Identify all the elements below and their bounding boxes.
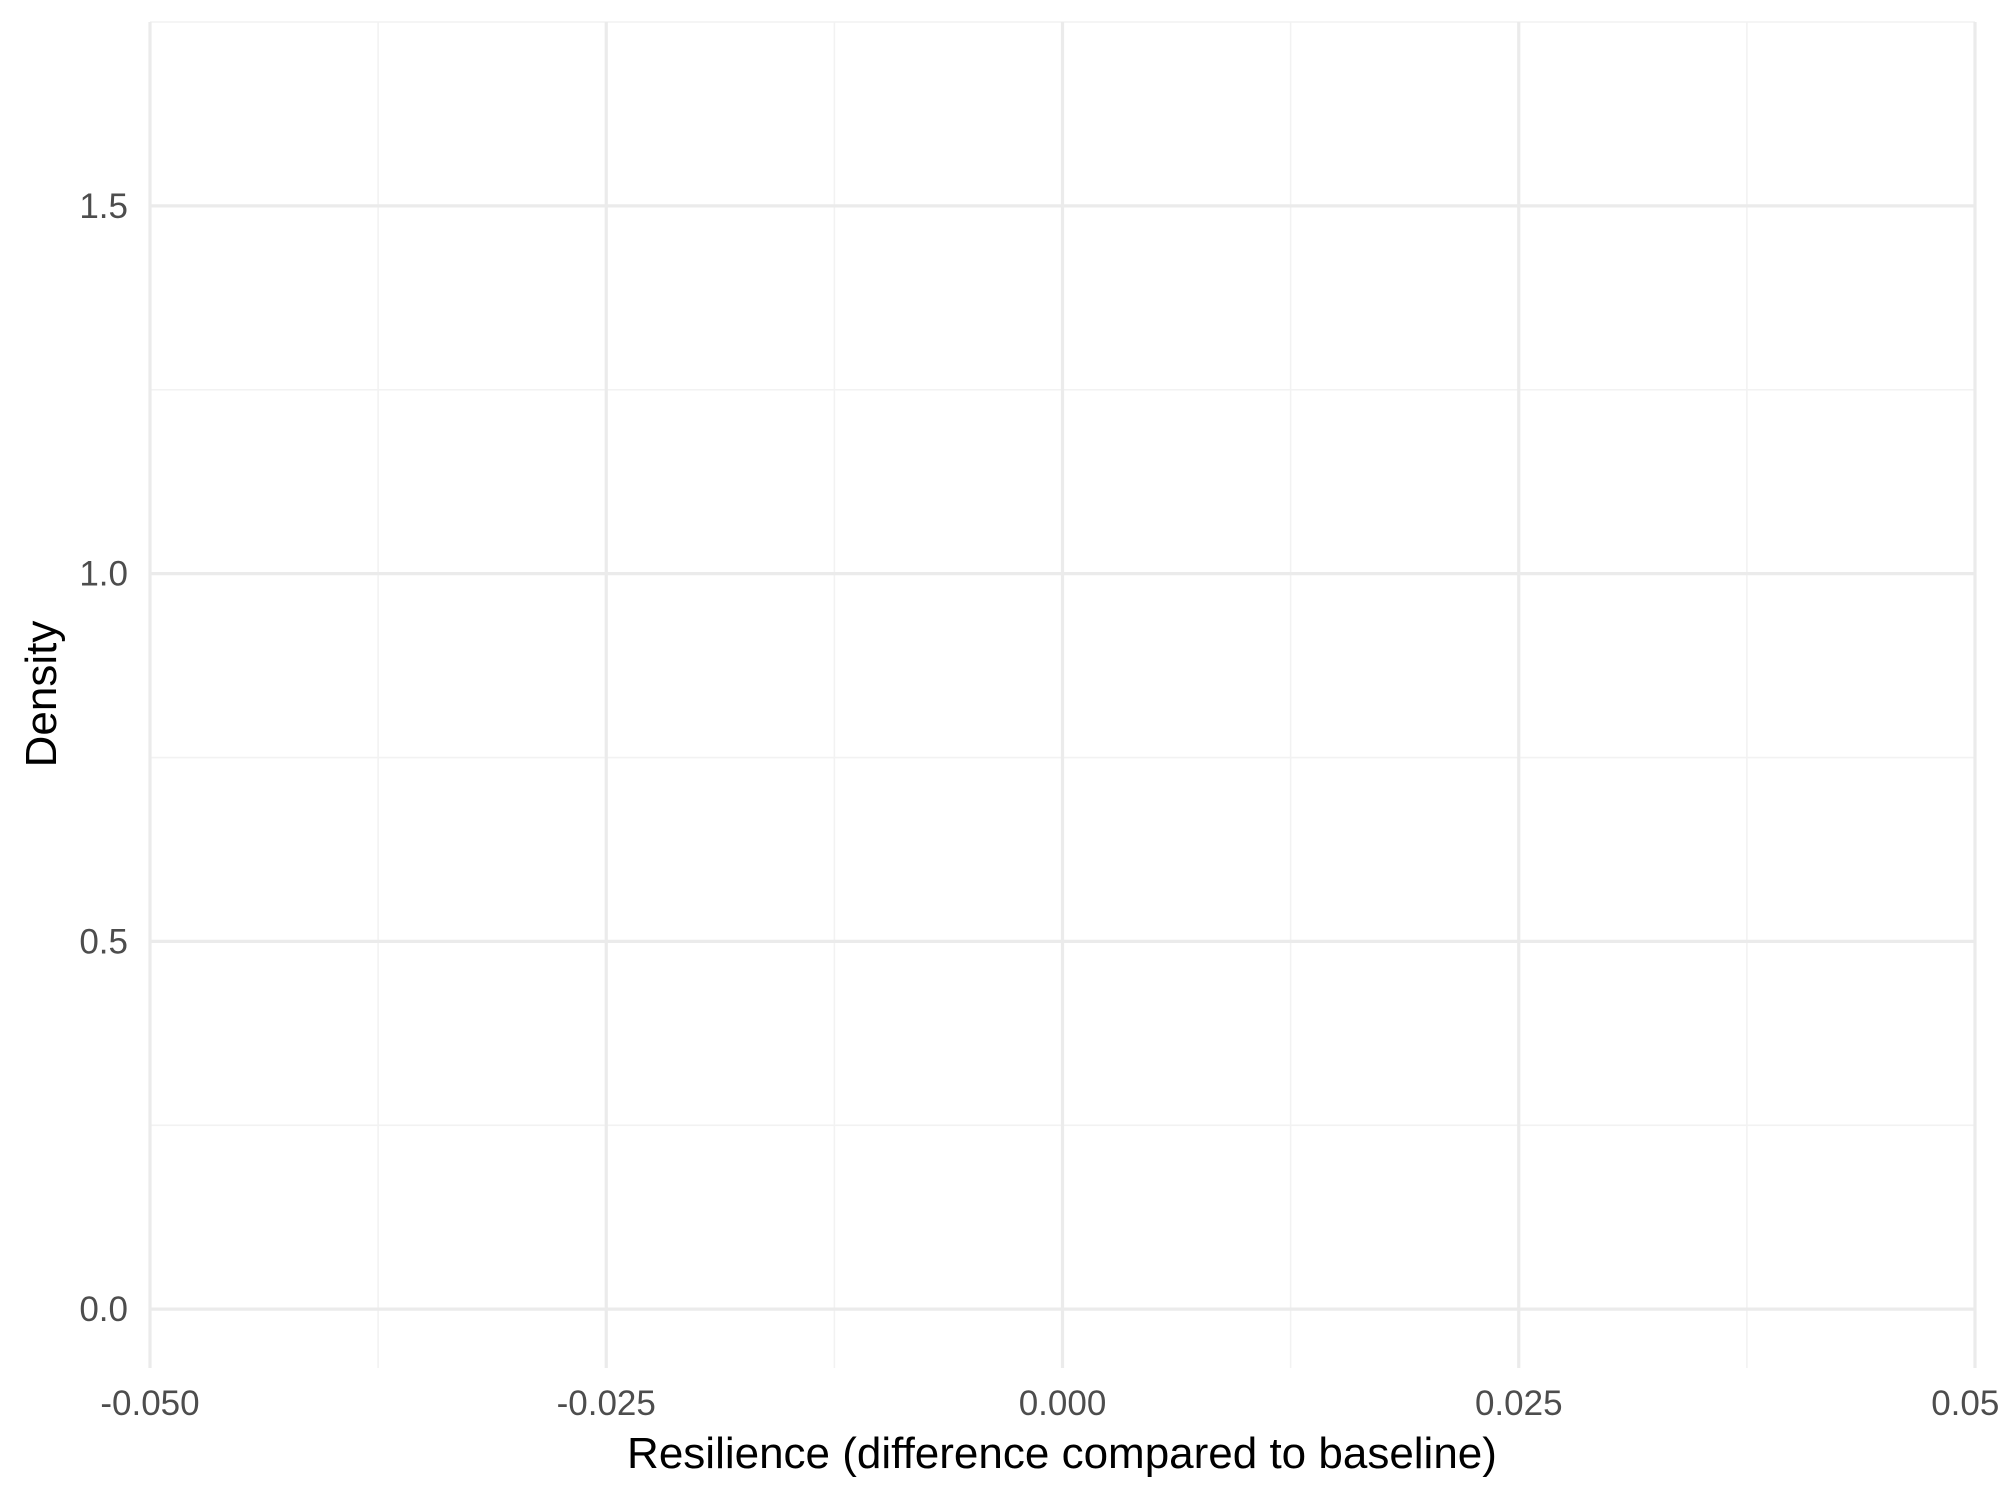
x-axis-title: Resilience (difference compared to basel… <box>627 1429 1497 1478</box>
x-tick-label: 0.050 <box>1931 1384 2000 1423</box>
x-tick-label: 0.025 <box>1475 1384 1563 1423</box>
y-tick-label: 0.5 <box>79 922 128 961</box>
major-gridlines <box>148 22 1977 1368</box>
x-tick-label: -0.025 <box>557 1384 656 1423</box>
y-tick-label: 1.0 <box>79 555 128 594</box>
y-axis-title: Density <box>17 621 66 768</box>
x-tick-label: 0.000 <box>1019 1384 1107 1423</box>
x-axis-tick-labels: -0.050 -0.025 0.000 0.025 0.050 <box>100 1384 2000 1423</box>
y-tick-label: 0.0 <box>79 1290 128 1329</box>
x-tick-label: -0.050 <box>100 1384 199 1423</box>
y-axis-tick-labels: 0.0 0.5 1.0 1.5 <box>79 187 128 1329</box>
y-tick-label: 1.5 <box>79 187 128 226</box>
